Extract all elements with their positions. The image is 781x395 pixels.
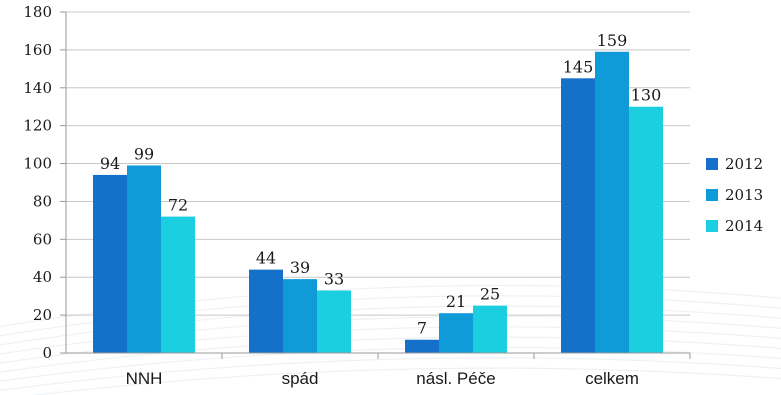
- legend-label: 2012: [725, 155, 763, 173]
- data-label: 145: [563, 57, 594, 76]
- bar-2013-1: [283, 279, 317, 353]
- bar-2014-1: [317, 290, 351, 353]
- bar-2013-2: [439, 313, 473, 353]
- category-label: NNH: [126, 369, 163, 388]
- legend-label: 2014: [725, 217, 763, 235]
- bar-2012-0: [93, 174, 127, 353]
- y-tick-label: 160: [23, 41, 52, 59]
- category-label: spád: [282, 369, 319, 388]
- background-swoosh: [0, 357, 781, 391]
- y-tick-label: 60: [33, 230, 52, 248]
- bar-2014-0: [161, 216, 195, 353]
- background-swoosh: [0, 336, 781, 373]
- bar-2014-3: [629, 106, 663, 353]
- y-tick-label: 120: [23, 117, 52, 135]
- y-tick-label: 20: [33, 306, 52, 324]
- data-label: 39: [290, 258, 310, 277]
- y-tick-label: 0: [42, 344, 52, 362]
- y-tick-label: 80: [33, 192, 52, 210]
- data-label: 21: [446, 292, 466, 311]
- category-label: celkem: [585, 369, 639, 388]
- y-tick-label: 180: [23, 3, 52, 21]
- bar-2012-1: [249, 269, 283, 353]
- background-swoosh: [0, 346, 781, 382]
- data-label: 94: [100, 154, 120, 173]
- legend: 2012 2013 2014: [706, 155, 763, 235]
- bar-2014-2: [473, 305, 507, 353]
- data-label: 7: [417, 319, 427, 338]
- bar-2013-0: [127, 165, 161, 353]
- legend-label: 2013: [725, 186, 763, 204]
- data-label: 44: [256, 249, 276, 268]
- bar-2013-3: [595, 51, 629, 354]
- y-tick-label: 40: [33, 268, 52, 286]
- legend-swatch-2013: [706, 189, 718, 201]
- data-label: 25: [480, 285, 500, 304]
- y-tick-label: 100: [23, 155, 52, 173]
- category-label: násl. Péče: [416, 369, 495, 388]
- data-label: 159: [597, 31, 628, 50]
- background-swoosh: [31, 367, 781, 395]
- data-label: 33: [324, 269, 344, 288]
- y-tick-label: 140: [23, 79, 52, 97]
- bar-2012-2: [405, 339, 439, 353]
- legend-swatch-2014: [706, 220, 718, 232]
- bars: [93, 51, 663, 354]
- data-label: 72: [168, 196, 188, 215]
- legend-swatch-2012: [706, 158, 718, 170]
- data-label: 99: [134, 144, 154, 163]
- bar-2012-3: [561, 78, 595, 354]
- y-axis-ticks: 0 20 40 60 80 100 120 140 160 180: [23, 3, 66, 362]
- x-axis: NNH spád násl. Péče celkem: [65, 12, 691, 388]
- data-label: 130: [631, 86, 662, 105]
